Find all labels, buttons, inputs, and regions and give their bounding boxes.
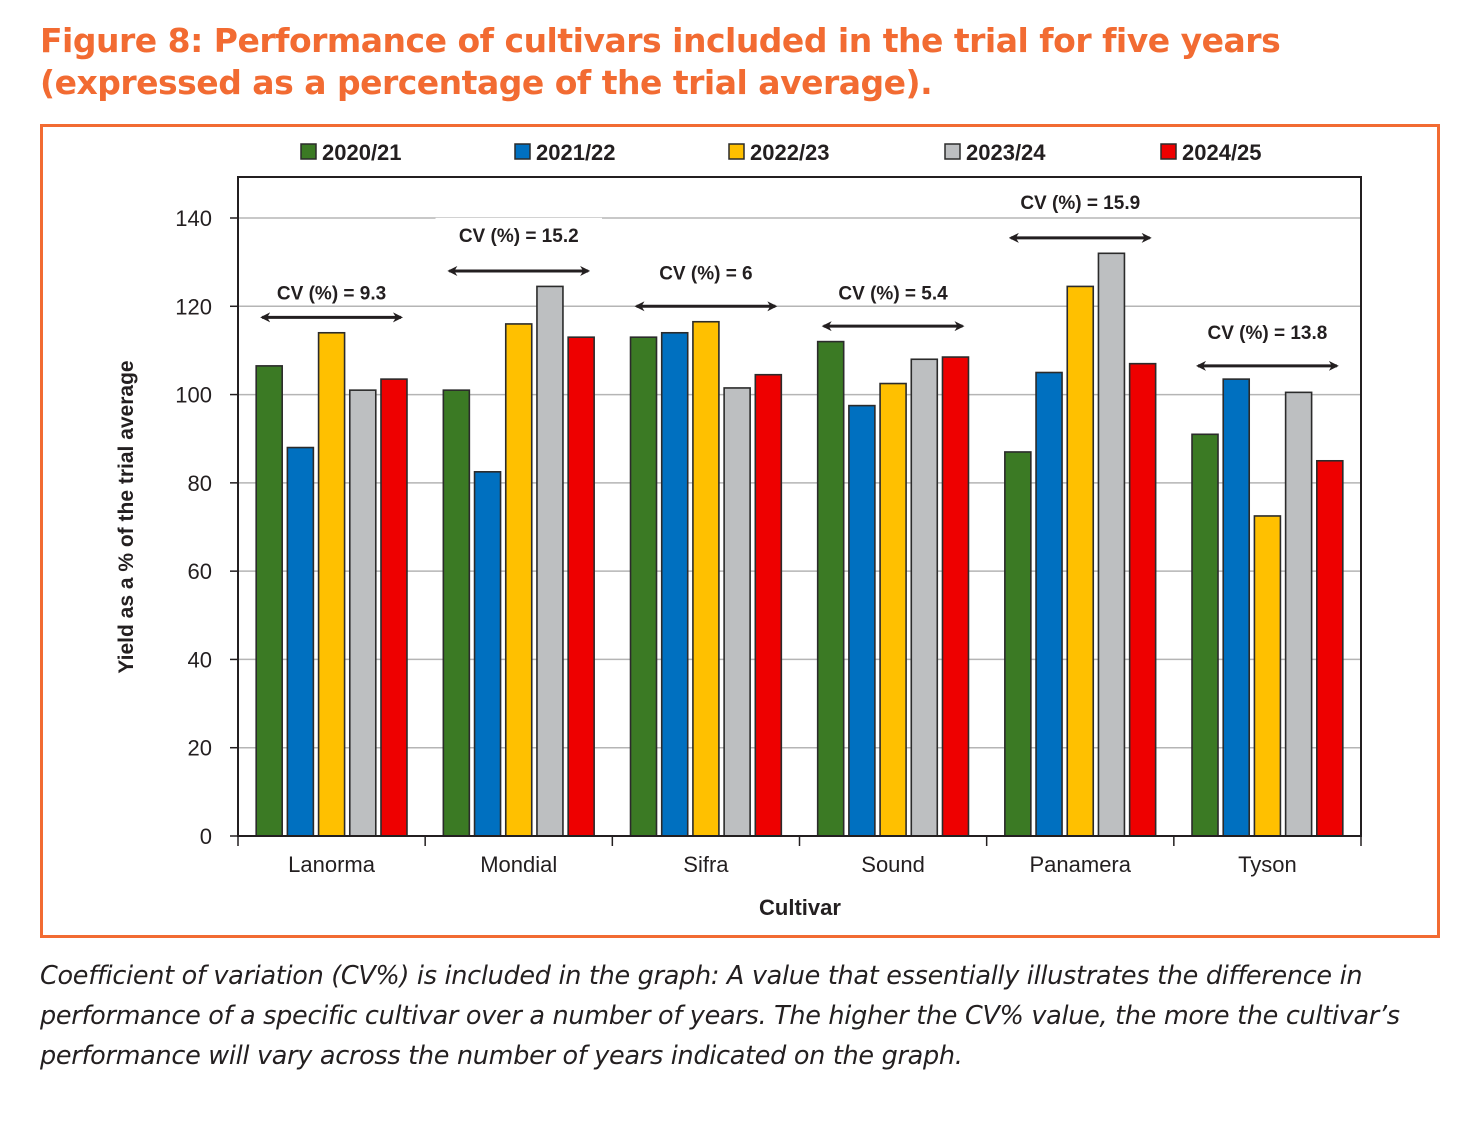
cv-label-background [815, 275, 972, 304]
bar-2024-25-lanorma [380, 378, 408, 837]
cv-label-background [435, 217, 602, 246]
bar-2020-21-sound [816, 340, 845, 837]
bar-2020-21-mondial [442, 389, 471, 837]
bar-2020-21-lanorma [255, 365, 283, 837]
legend: 2020/21 2021/22 2022/23 2023/24 2024/25 [300, 140, 1262, 165]
cv-label: CV (%) = 9.3 [277, 283, 386, 304]
bars [255, 252, 1344, 837]
cv-label: CV (%) = 13.8 [1207, 323, 1327, 344]
bar-2021-22-sound [848, 404, 876, 837]
legend-item: 2021/22 [514, 140, 616, 165]
cv-label: CV (%) = 15.9 [1020, 193, 1140, 214]
x-tick-label: Sifra [683, 852, 729, 877]
cv-label: CV (%) = 6 [659, 263, 752, 284]
legend-item: 2020/21 [300, 140, 402, 165]
bar-2024-25-panamera [1128, 362, 1157, 837]
bar-2024-25-sifra [754, 373, 783, 837]
bar-2021-22-tyson [1222, 378, 1251, 837]
cv-label-background [1184, 314, 1351, 343]
cv-label-background [253, 275, 410, 304]
legend-label: 2022/23 [750, 140, 830, 165]
legend-item: 2024/25 [1160, 140, 1262, 165]
bar-2022-23-lanorma [317, 331, 346, 837]
cv-label-background [997, 184, 1164, 213]
chart-frame: 2020/21 2021/22 2022/23 2023/24 2024/25 CV (… [40, 124, 1440, 938]
bar-2022-23-sound [879, 382, 907, 837]
legend-swatch [1160, 143, 1177, 160]
legend-item: 2022/23 [728, 140, 830, 165]
bar-2021-22-sifra [660, 331, 689, 837]
legend-label: 2020/21 [322, 140, 402, 165]
bar-2023-24-panamera [1097, 252, 1126, 837]
figure-caption: Coefficient of variation (CV%) is includ… [40, 961, 1400, 1071]
y-tick-label: 0 [200, 824, 212, 849]
x-tick-label: Panamera [1029, 852, 1131, 877]
legend-swatch [944, 143, 961, 160]
bar-2024-25-sound [941, 356, 970, 837]
bar-2021-22-mondial [473, 471, 502, 837]
bar-2024-25-tyson [1316, 459, 1344, 837]
cv-label: CV (%) = 5.4 [838, 283, 948, 304]
y-tick-label: 80 [188, 471, 212, 496]
legend-label: 2021/22 [536, 140, 616, 165]
legend-item: 2023/24 [944, 140, 1046, 165]
bar-2022-23-panamera [1066, 285, 1095, 837]
bar-chart: 2020/21 2021/22 2022/23 2023/24 2024/25 CV (… [115, 140, 1362, 920]
x-tick-label: Mondial [480, 852, 557, 877]
bar-2023-24-lanorma [348, 389, 377, 837]
bar-2023-24-mondial [536, 285, 564, 837]
bar-2020-21-sifra [629, 336, 658, 837]
bar-2020-21-tyson [1191, 433, 1219, 837]
bar-2021-22-lanorma [286, 446, 315, 837]
y-tick-label: 140 [175, 206, 212, 231]
bar-2021-22-panamera [1035, 371, 1063, 837]
y-tick-label: 60 [188, 559, 212, 584]
legend-swatch [514, 143, 531, 160]
bar-2023-24-tyson [1284, 391, 1313, 837]
y-axis-label: Yield as a % of the trial average [115, 360, 138, 673]
axes: 0 20 40 60 80 100 120 140 Lanorma Mondial Sifra Sou… [175, 176, 1362, 877]
x-tick-label: Lanorma [288, 852, 376, 877]
y-tick-label: 100 [175, 383, 212, 408]
y-tick-label: 40 [188, 647, 212, 672]
x-axis-label: Cultivar [759, 895, 841, 920]
cv-label: CV (%) = 15.2 [459, 226, 579, 247]
bar-2023-24-sound [910, 358, 939, 837]
y-tick-label: 20 [188, 736, 212, 761]
figure-title: Figure 8: Performance of cultivars inclu… [40, 21, 1281, 102]
cv-label-background [638, 255, 774, 284]
y-tick-label: 120 [175, 294, 212, 319]
legend-label: 2024/25 [1182, 140, 1262, 165]
bar-2020-21-panamera [1004, 451, 1032, 837]
bar-2024-25-mondial [567, 336, 595, 837]
gridlines [238, 217, 1361, 749]
bar-2022-23-tyson [1253, 515, 1282, 837]
bar-2022-23-mondial [504, 323, 533, 837]
legend-swatch [300, 143, 317, 160]
bar-2023-24-sifra [723, 387, 751, 837]
legend-swatch [728, 143, 745, 160]
bar-2022-23-sifra [692, 320, 720, 837]
cv-annotations: CV (%) = 9.3 CV (%) = 15.2 CV (%) = 6 CV (%… [253, 184, 1351, 371]
legend-label: 2023/24 [966, 140, 1046, 165]
x-tick-label: Sound [861, 852, 925, 877]
x-tick-label: Tyson [1238, 852, 1297, 877]
